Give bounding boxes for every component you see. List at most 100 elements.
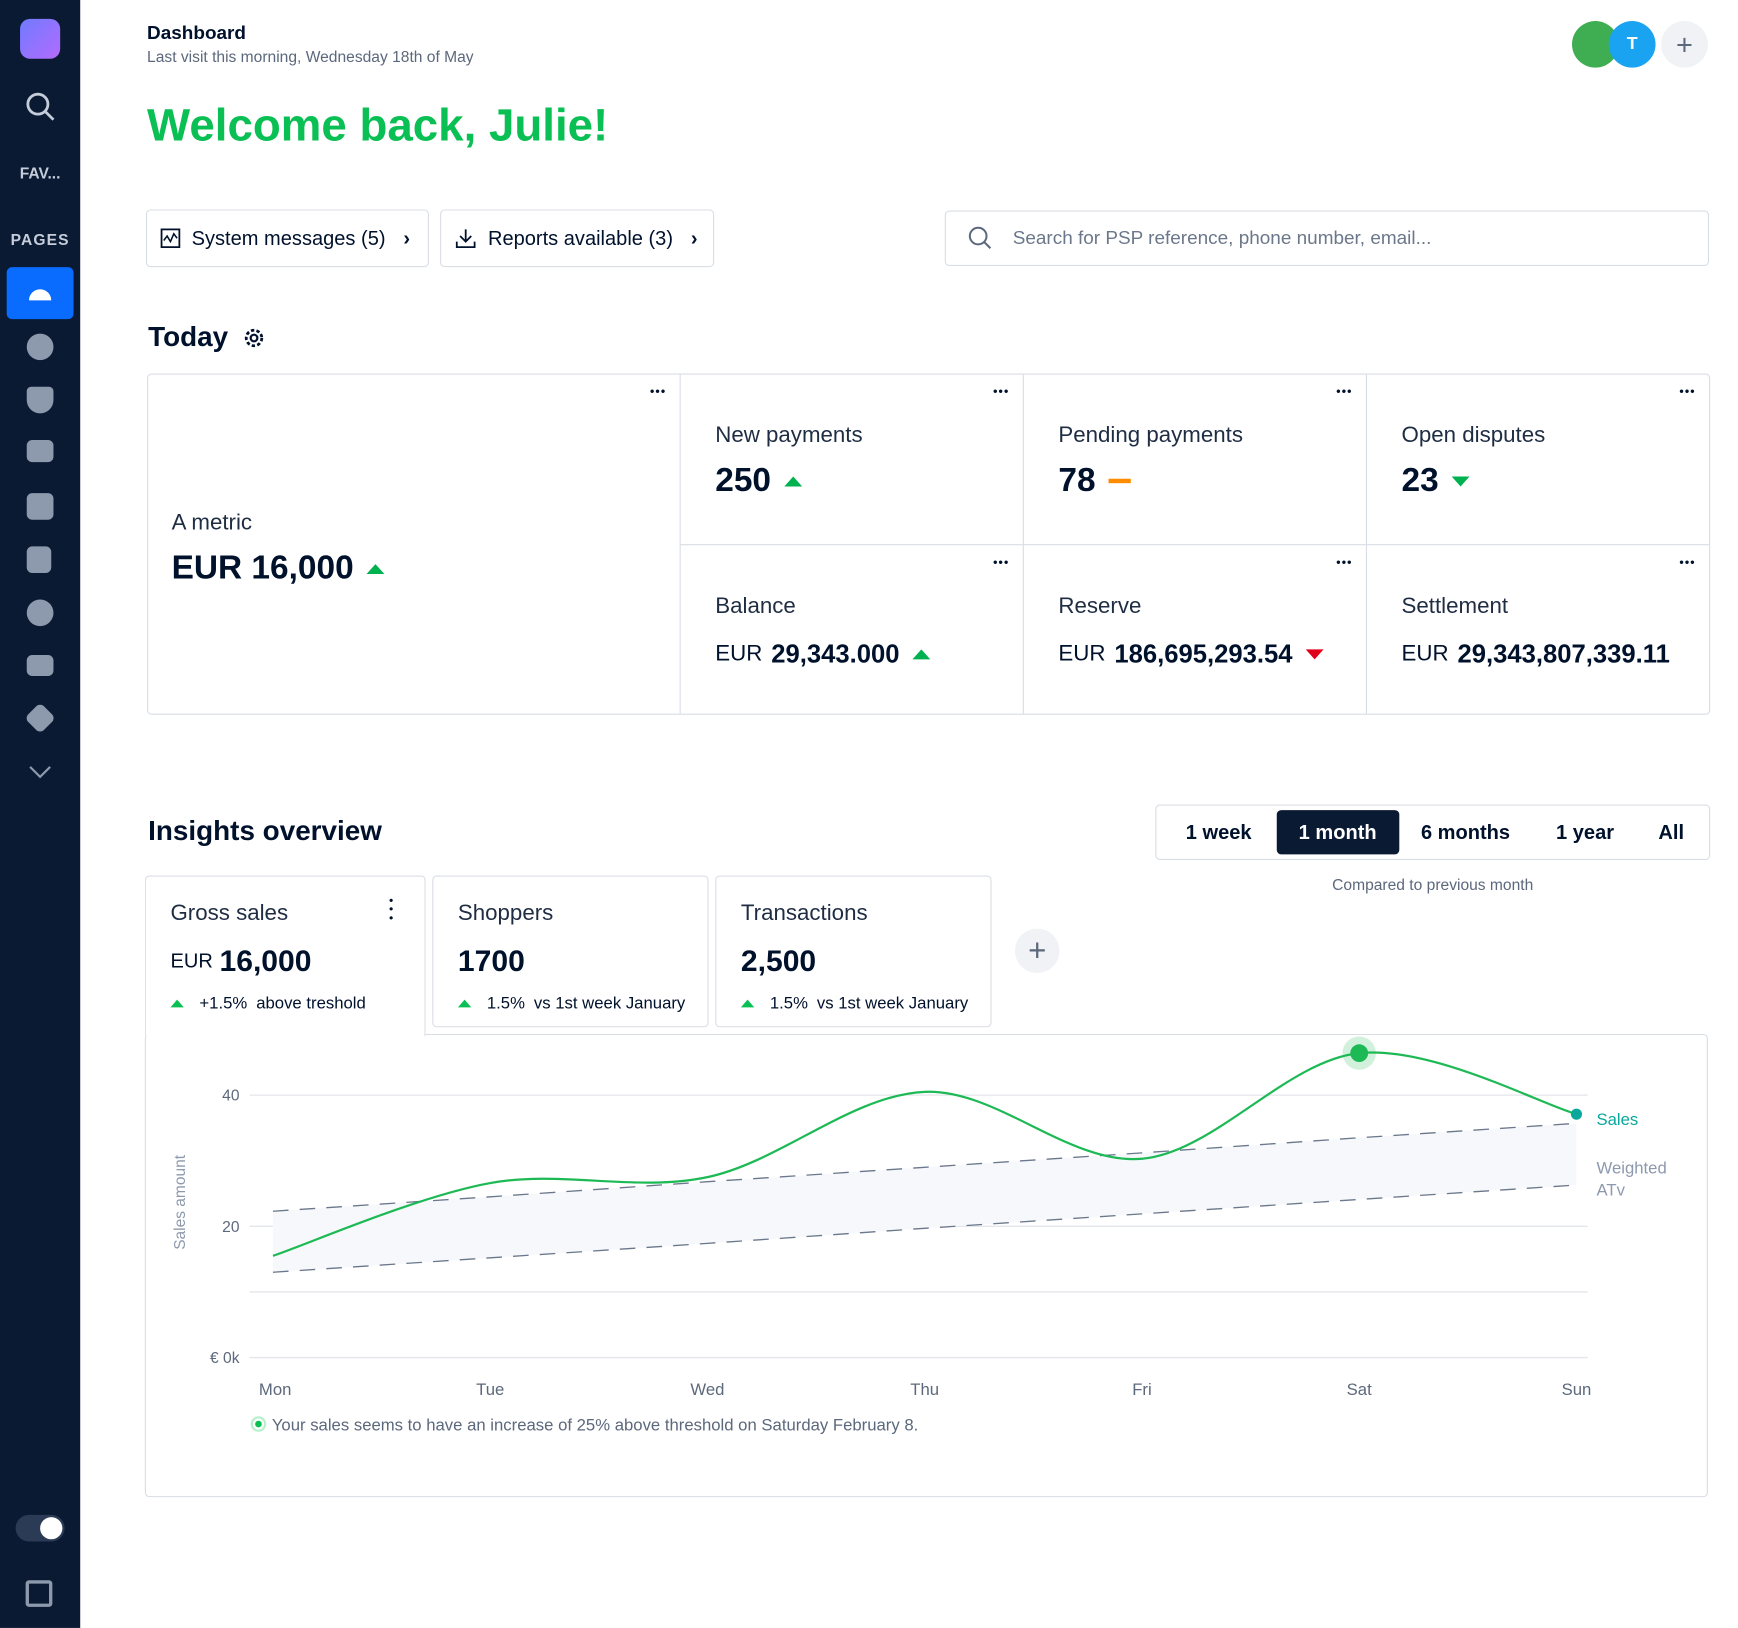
card-value-row: 1700	[458, 944, 708, 978]
x-tick-label: Wed	[690, 1380, 724, 1399]
metric-card: ••• A metric EUR 16,000	[148, 375, 679, 714]
metric-currency: EUR	[1401, 641, 1449, 667]
metric-value-row: 23	[1402, 462, 1709, 500]
logo[interactable]	[20, 18, 61, 59]
nav-item[interactable]	[26, 654, 54, 677]
note-dot-inner	[255, 1420, 262, 1428]
search-icon[interactable]	[25, 91, 56, 122]
metric-value-row: 250	[715, 462, 1022, 500]
series-legend: Sales	[1597, 1110, 1639, 1129]
card-label: Transactions	[740, 900, 868, 926]
nav-item[interactable]	[26, 493, 54, 520]
more-menu[interactable]: •••	[1679, 556, 1696, 570]
trend-icon	[1108, 478, 1132, 484]
card-change-value: 1.5%	[769, 994, 808, 1013]
highlight-point	[1350, 1044, 1369, 1063]
search-placeholder: Search for PSP reference, phone number, …	[1012, 227, 1432, 249]
period-tab[interactable]: 1 year	[1556, 820, 1615, 843]
metric-value-row: EUR 16,000	[172, 550, 680, 588]
metric-value: 186,695,293.54	[1114, 639, 1293, 669]
insight-card[interactable]: Shoppers 1700 1.5% vs 1st week January	[432, 875, 709, 1028]
more-menu[interactable]: •••	[650, 385, 667, 399]
add-user[interactable]: +	[1661, 21, 1708, 68]
note-dot	[250, 1416, 267, 1432]
x-tick-label: Tue	[476, 1380, 504, 1399]
card-currency: EUR	[170, 949, 213, 972]
nav-dashboard[interactable]	[6, 267, 74, 320]
metric-label: A metric	[171, 510, 253, 536]
trend-icon	[1452, 475, 1470, 486]
trend-icon	[1305, 649, 1324, 660]
card-label: Gross sales	[170, 900, 289, 926]
metric-label: New payments	[715, 423, 863, 448]
insight-card[interactable]: Transactions 2,500 1.5% vs 1st week January	[715, 875, 992, 1028]
card-change-value: 1.5%	[486, 994, 525, 1013]
card-note: vs 1st week January	[816, 994, 969, 1013]
metrics-panel: ••• A metric EUR 16,000 ••• New payments 250 •…	[147, 373, 1711, 715]
search-input[interactable]: Search for PSP reference, phone number, …	[944, 210, 1710, 266]
nav-item[interactable]	[26, 386, 54, 414]
card-note: above treshold	[256, 994, 366, 1013]
y-axis-label: Sales amount	[172, 1154, 189, 1249]
more-menu[interactable]: •••	[993, 385, 1010, 399]
metric-value: EUR 16,000	[171, 549, 354, 587]
trend-icon	[912, 649, 931, 660]
metric-card: ••• Balance EUR 29,343.000	[679, 544, 1023, 714]
metric-card: ••• Open disputes 23	[1365, 374, 1709, 545]
more-menu[interactable]: •••	[1336, 385, 1353, 399]
band-line	[272, 1184, 1577, 1273]
band-area	[272, 1123, 1577, 1273]
more-menu[interactable]: •••	[388, 894, 394, 926]
period-tab[interactable]: 6 months	[1420, 820, 1511, 843]
card-value: 16,000	[219, 944, 312, 978]
expand-icon[interactable]	[27, 762, 54, 780]
trend-icon	[740, 999, 755, 1008]
system-messages-button[interactable]: System messages (5) ›	[145, 209, 429, 268]
chart-panel	[144, 1033, 1708, 1498]
more-menu[interactable]: •••	[1336, 556, 1353, 570]
trend-icon	[457, 999, 472, 1008]
collapse-icon[interactable]	[25, 1580, 53, 1607]
metric-value: 78	[1058, 462, 1096, 499]
metric-value-row: 78	[1058, 462, 1365, 500]
x-tick-label: Thu	[910, 1380, 939, 1399]
band-line	[272, 1122, 1577, 1212]
card-note: vs 1st week January	[533, 994, 686, 1013]
metric-value-row: EUR 186,695,293.54	[1058, 639, 1365, 669]
card-value-row: EUR 16,000	[170, 944, 424, 978]
period-tabs: 1 week 1 month 6 months 1 year All	[1155, 804, 1711, 860]
nav-item[interactable]	[26, 333, 54, 361]
sidebar: FAV... PAGES	[0, 0, 81, 1628]
button-label: System messages (5)	[191, 226, 386, 249]
trend-icon	[170, 999, 184, 1008]
card-change-value: +1.5%	[199, 994, 248, 1013]
insight-card[interactable]: • • • Gross sales EUR 16,000 +1.5% above tresho…	[144, 875, 426, 1037]
x-tick-label: Sun	[1562, 1380, 1592, 1399]
metric-label: Settlement	[1401, 593, 1509, 619]
trend-icon	[784, 475, 803, 486]
nav-item[interactable]	[26, 439, 54, 463]
theme-toggle[interactable]	[15, 1514, 65, 1542]
favorites-label[interactable]: FAV...	[19, 164, 61, 182]
pages-label: PAGES	[10, 230, 70, 249]
more-menu[interactable]: •••	[993, 556, 1010, 570]
reports-button[interactable]: Reports available (3) ›	[440, 209, 715, 268]
chart-note: Your sales seems to have an increase of …	[272, 1416, 918, 1435]
card-value: 2,500	[740, 944, 817, 978]
more-menu[interactable]: •••	[1679, 385, 1696, 399]
nav-item[interactable]	[26, 546, 52, 573]
nav-item[interactable]	[26, 599, 54, 627]
metric-label: Balance	[715, 593, 796, 619]
card-change: 1.5% vs 1st week January	[457, 994, 708, 1013]
period-tab[interactable]: 1 month	[1276, 810, 1399, 855]
end-point	[1570, 1108, 1583, 1120]
metric-card: ••• Reserve EUR 186,695,293.54	[1022, 544, 1366, 714]
avatar[interactable]: T	[1608, 21, 1656, 68]
today-title: Today	[148, 321, 229, 353]
add-card[interactable]: +	[1014, 928, 1060, 973]
period-tab[interactable]: All	[1658, 820, 1685, 843]
period-tab[interactable]: 1 week	[1185, 820, 1252, 843]
